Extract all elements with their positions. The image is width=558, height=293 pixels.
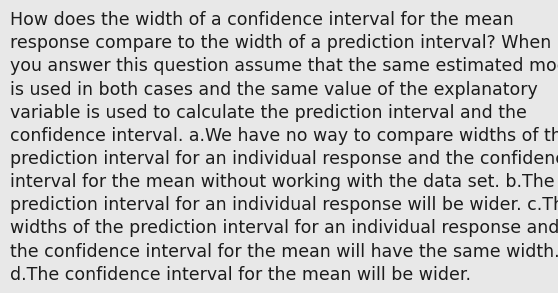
Text: the confidence interval for the mean will have the same width.: the confidence interval for the mean wil…: [10, 243, 558, 260]
Text: How does the width of a confidence interval for the mean: How does the width of a confidence inter…: [10, 11, 514, 29]
Text: confidence interval. a.We have no way to compare widths of the: confidence interval. a.We have no way to…: [10, 127, 558, 145]
Text: variable is used to calculate the prediction interval and the: variable is used to calculate the predic…: [10, 104, 527, 122]
Text: d.The confidence interval for the mean will be wider.: d.The confidence interval for the mean w…: [10, 266, 471, 284]
Text: is used in both cases and the same value of the explanatory: is used in both cases and the same value…: [10, 81, 538, 98]
Text: interval for the mean without working with the data set. b.The: interval for the mean without working wi…: [10, 173, 555, 191]
Text: widths of the prediction interval for an individual response and: widths of the prediction interval for an…: [10, 219, 558, 237]
Text: you answer this question assume that the same estimated model: you answer this question assume that the…: [10, 57, 558, 75]
Text: prediction interval for an individual response will be wider. c.The: prediction interval for an individual re…: [10, 196, 558, 214]
Text: response compare to the width of a prediction interval? When: response compare to the width of a predi…: [10, 34, 551, 52]
Text: prediction interval for an individual response and the confidence: prediction interval for an individual re…: [10, 150, 558, 168]
